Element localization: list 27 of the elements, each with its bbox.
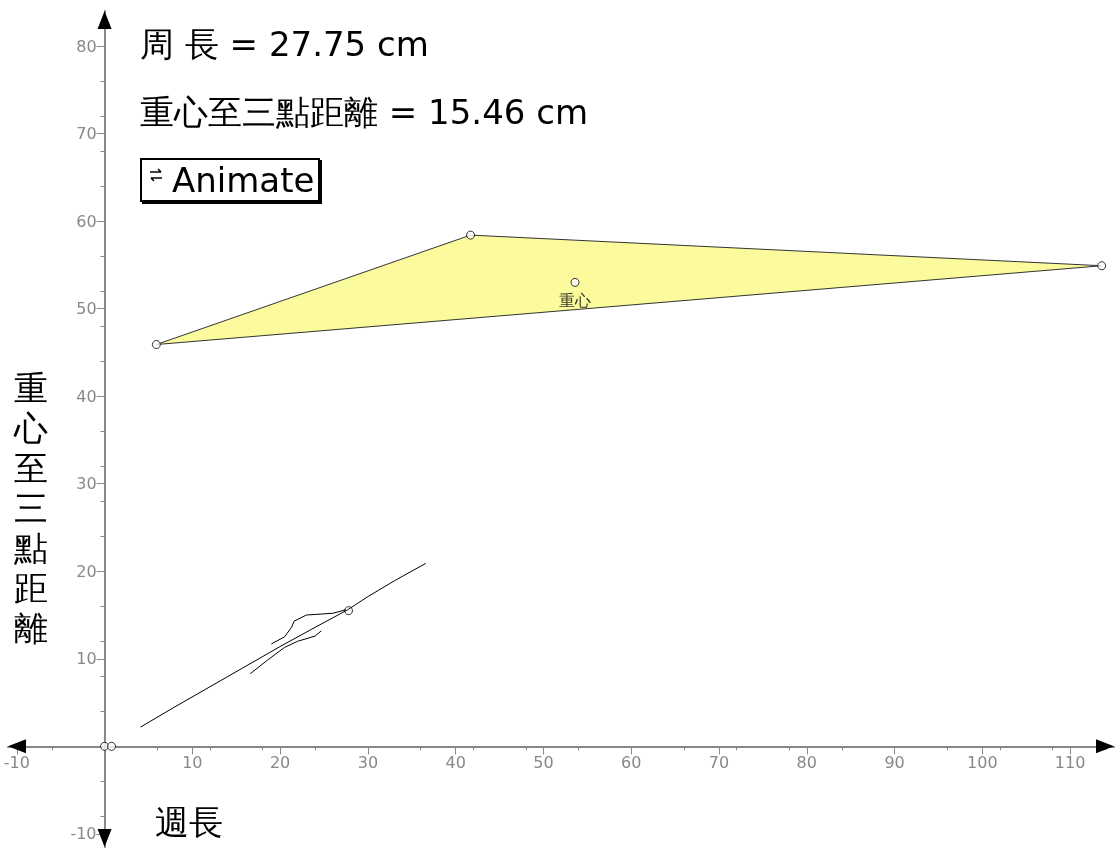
y-tick-label: 60 (76, 211, 97, 231)
x-tick-label: 80 (796, 752, 817, 772)
x-tick-label: 20 (269, 752, 291, 772)
x-tick-label: 50 (533, 752, 554, 772)
annotation: Animate (172, 160, 315, 200)
x-tick-label: 90 (884, 752, 905, 772)
y-tick-label: -10 (70, 824, 97, 844)
y-tick-label: 50 (76, 299, 97, 319)
annotation: 重心至三點距離 = 15.46 cm (140, 91, 589, 134)
annotation: 周 長 = 27.75 cm (140, 23, 429, 66)
x-tick-label: 60 (621, 752, 642, 772)
data-label: 重心 (559, 292, 592, 310)
x-tick-label: 40 (445, 752, 466, 772)
x-tick-label: 30 (357, 752, 379, 772)
y-tick-label: 20 (76, 561, 97, 581)
x-tick-label: -10 (3, 752, 30, 772)
y-tick-label: 10 (76, 649, 97, 669)
x-tick-label: 70 (708, 752, 730, 772)
x-tick-label: 110 (1054, 752, 1086, 772)
y-tick-label: 70 (76, 124, 97, 144)
y-tick-label: 30 (76, 474, 97, 494)
y-tick-label: 40 (76, 386, 97, 406)
x-tick-label: 10 (182, 752, 203, 772)
y-axis-title: 重心至三點距離 (14, 368, 49, 648)
x-axis-title: 週長 (155, 801, 223, 844)
x-tick-label: 100 (967, 752, 998, 772)
y-tick-label: 80 (76, 36, 97, 56)
